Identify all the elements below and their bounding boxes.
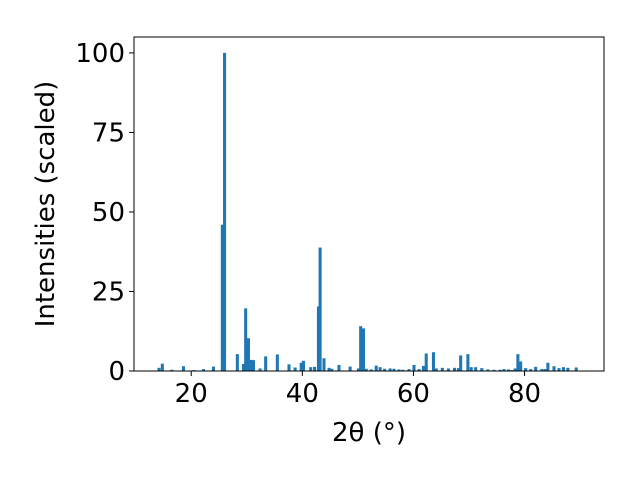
- bar: [374, 365, 378, 371]
- y-tick-label: 50: [92, 198, 125, 228]
- bar: [309, 367, 313, 371]
- bar: [574, 367, 578, 371]
- y-tick-label: 100: [75, 39, 125, 69]
- bar: [412, 364, 416, 371]
- bar: [486, 369, 490, 371]
- bar: [299, 362, 303, 371]
- bar: [246, 338, 250, 371]
- bar: [469, 367, 473, 371]
- bar: [316, 306, 320, 371]
- bar: [388, 368, 392, 371]
- bar: [383, 368, 387, 371]
- bar: [378, 367, 382, 371]
- bar: [502, 369, 506, 371]
- bar: [529, 369, 533, 371]
- bar: [424, 353, 428, 371]
- bar: [456, 368, 460, 371]
- bar: [516, 354, 520, 371]
- bar: [453, 367, 457, 371]
- bar: [474, 367, 478, 371]
- bar: [566, 367, 570, 371]
- bar: [421, 365, 425, 371]
- bar: [220, 224, 224, 371]
- bar: [330, 368, 334, 371]
- x-tick-label: 60: [397, 379, 430, 409]
- bar: [540, 369, 544, 371]
- bar: [157, 367, 161, 371]
- bar: [506, 369, 510, 371]
- bar: [287, 364, 291, 371]
- plot-frame: [133, 36, 605, 372]
- bar: [561, 367, 565, 371]
- bar: [264, 356, 268, 371]
- bar: [534, 366, 538, 371]
- bar: [392, 368, 396, 371]
- bar: [401, 369, 405, 371]
- x-axis-label: 2θ (°): [332, 418, 406, 448]
- bar: [519, 361, 523, 371]
- bar: [459, 355, 463, 371]
- bar: [546, 362, 550, 371]
- bar: [301, 360, 305, 371]
- bar: [440, 367, 444, 371]
- y-axis-label: Intensities (scaled): [31, 81, 61, 328]
- bar: [348, 366, 352, 371]
- bar: [251, 360, 255, 371]
- bar: [258, 368, 262, 371]
- bar: [211, 366, 215, 371]
- x-tick-label: 20: [175, 379, 208, 409]
- bar: [170, 369, 174, 371]
- bar: [293, 367, 297, 371]
- bar: [513, 368, 517, 371]
- x-tick-label: 80: [508, 379, 541, 409]
- bar: [492, 369, 496, 371]
- bar: [356, 368, 360, 371]
- bar: [223, 52, 227, 372]
- bar: [249, 359, 253, 371]
- bar: [434, 368, 438, 371]
- bar: [313, 366, 317, 371]
- y-tick-label: 0: [108, 357, 125, 387]
- bar: [431, 352, 435, 371]
- bar: [466, 354, 470, 371]
- bar: [417, 369, 421, 371]
- y-tick-label: 75: [92, 118, 125, 148]
- bar: [275, 354, 279, 371]
- bar: [557, 368, 561, 371]
- bar: [337, 364, 341, 371]
- bar: [327, 367, 331, 371]
- bar: [359, 326, 363, 371]
- bar: [543, 369, 547, 371]
- bar: [397, 369, 401, 371]
- bar: [446, 368, 450, 371]
- y-tick-label: 25: [92, 277, 125, 307]
- bar: [498, 369, 502, 371]
- bar: [244, 308, 248, 371]
- bar: [160, 363, 164, 371]
- bar: [241, 364, 245, 371]
- plot-area-background: [134, 37, 604, 371]
- bar: [322, 358, 326, 371]
- bar: [181, 366, 185, 371]
- bar: [407, 369, 411, 371]
- bar: [201, 369, 205, 371]
- bar-series: [157, 52, 578, 372]
- bar: [369, 369, 373, 371]
- bar: [552, 366, 556, 371]
- x-axis-ticks: 20 40 60 80: [175, 371, 541, 409]
- bar: [364, 368, 368, 371]
- bar: [235, 354, 239, 371]
- bar: [318, 247, 322, 371]
- x-tick-label: 40: [286, 379, 319, 409]
- bar: [480, 368, 484, 371]
- bar: [361, 328, 365, 371]
- bar: [524, 368, 528, 371]
- y-axis-ticks: 0 25 50 75 100: [75, 39, 134, 387]
